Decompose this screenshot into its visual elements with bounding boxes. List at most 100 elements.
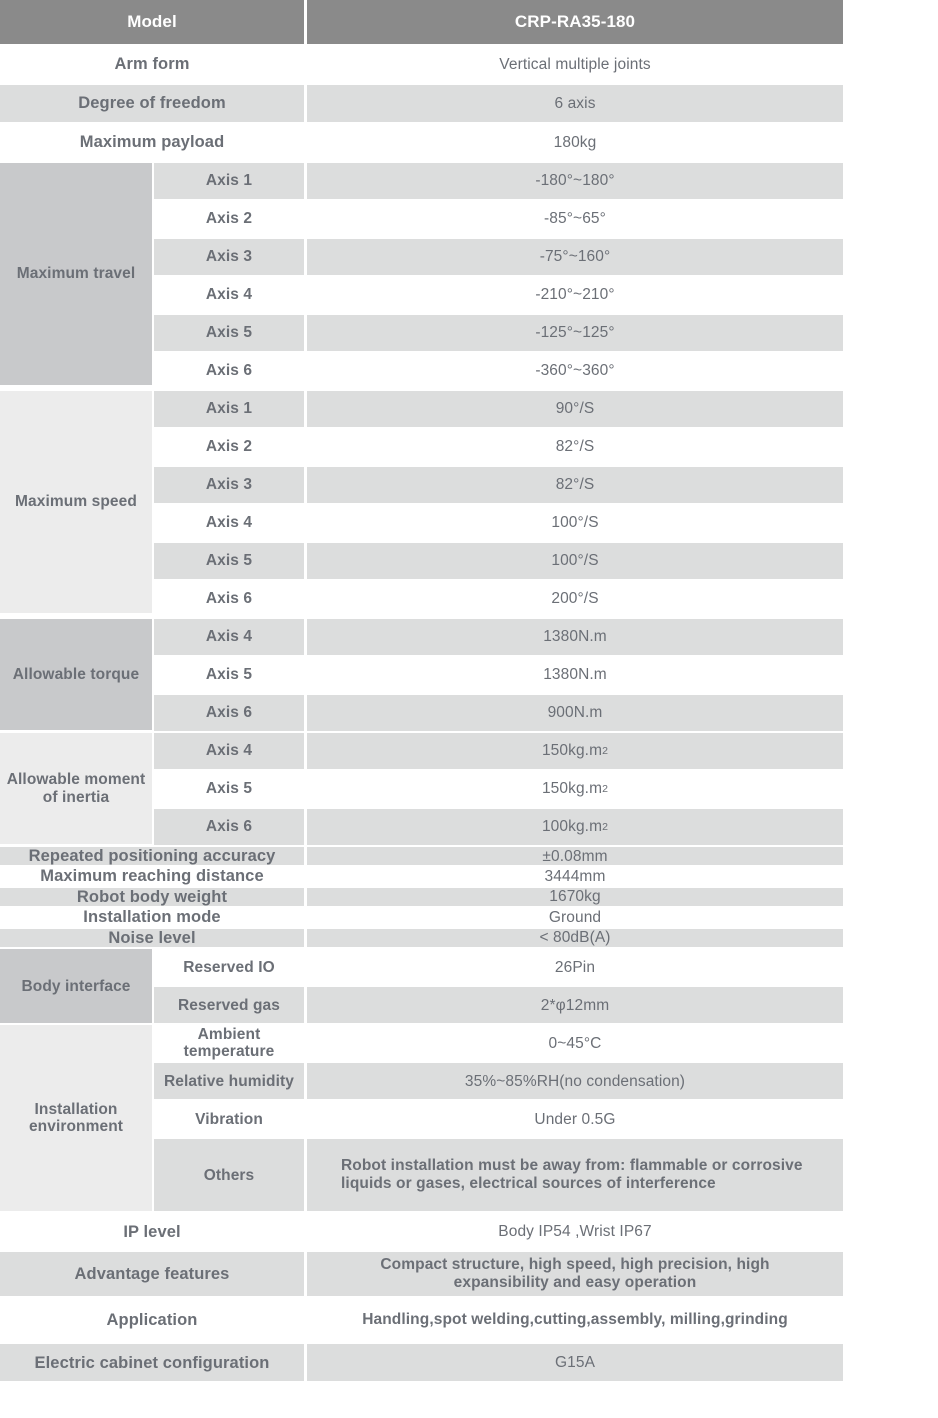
spec-repeated-positioning-accuracy-value: ±0.08mm [307, 847, 843, 866]
section-body-interface: Body interface Reserved IO 26Pin Reserved g… [0, 949, 938, 1024]
spec-row: Relative humidity 35%~85%RH(no condensati… [152, 1063, 938, 1100]
spec-maximum-reaching-distance-row: Maximum reaching distance 3444mm [0, 867, 938, 886]
row-gap [0, 845, 938, 847]
spec-noise-level-value: < 80dB(A) [307, 928, 843, 948]
sub-label: Axis 6 [154, 581, 304, 617]
row-gap [0, 1250, 938, 1253]
spec-value: -360°~360° [307, 353, 843, 389]
spec-value: 150kg.m 2 [307, 771, 843, 807]
spec-row: Axis 5 100°/S [152, 543, 938, 579]
spec-arm-form-label: Arm form [0, 46, 304, 83]
spec-value: 1380N.m [307, 619, 843, 655]
spec-maximum-reaching-distance-value: 3444mm [307, 867, 843, 886]
spec-value: Compact structure, high speed, high prec… [307, 1252, 843, 1297]
sub-label: Relative humidity [154, 1063, 304, 1100]
spec-degree-of-freedom-label: Degree of freedom [0, 85, 304, 122]
spec-arm-form-value: Vertical multiple joints [307, 46, 843, 83]
spec-row: Axis 5 150kg.m 2 [152, 771, 938, 807]
spec-row: Axis 4 150kg.m 2 [152, 733, 938, 769]
row-gap [152, 237, 938, 239]
sub-label: Axis 5 [154, 543, 304, 579]
group-label-body-interface: Body interface [0, 949, 152, 1024]
row-gap [0, 1023, 938, 1026]
spec-value: G15A [307, 1344, 843, 1382]
spec-value: 1380N.m [307, 657, 843, 693]
sub-label: Axis 3 [154, 239, 304, 275]
row-gap [152, 579, 938, 581]
row-gap [0, 389, 938, 391]
spec-noise-level-row: Noise level < 80dB(A) [0, 928, 938, 948]
spec-row: Ambient temperature 0~45°C [152, 1025, 938, 1062]
spec-value: 150kg.m 2 [307, 733, 843, 769]
row-gap [0, 1296, 938, 1299]
spec-label: Advantage features [0, 1252, 304, 1297]
row-gap [152, 465, 938, 467]
sub-label: Axis 3 [154, 467, 304, 503]
row-gap [152, 351, 938, 353]
sub-label: Axis 2 [154, 429, 304, 465]
spec-arm-form-row: Arm form Vertical multiple joints [0, 46, 938, 83]
spec-row: Reserved IO 26Pin [152, 949, 938, 986]
spec-installation-mode-value: Ground [307, 908, 843, 927]
spec-row: Axis 4 -210°~210° [152, 277, 938, 313]
row-gap [0, 731, 938, 733]
row-gap [152, 807, 938, 809]
spec-value: -85°~65° [307, 201, 843, 237]
spec-value: 100kg.m 2 [307, 809, 843, 845]
spec-value: 2*φ12mm [307, 987, 843, 1024]
spec-value: -75°~160° [307, 239, 843, 275]
group-label-maximum-speed: Maximum speed [0, 391, 152, 613]
spec-value: 100°/S [307, 505, 843, 541]
sub-label: Axis 4 [154, 619, 304, 655]
spec-label: IP level [0, 1213, 304, 1251]
row-gap [0, 906, 938, 909]
spec-row: Others Robot installation must be away fr… [152, 1139, 938, 1212]
row-gap [0, 83, 938, 85]
spec-row: Axis 4 1380N.m [152, 619, 938, 655]
row-gap [152, 985, 938, 988]
spec-row: Reserved gas 2*φ12mm [152, 987, 938, 1024]
sub-label: Axis 6 [154, 809, 304, 845]
row-gap [0, 122, 938, 124]
spec-maximum-reaching-distance-label: Maximum reaching distance [0, 867, 304, 886]
row-gap [0, 1211, 938, 1214]
spec-ip-level-row: IP level Body IP54 ,Wrist IP67 [0, 1213, 938, 1251]
spec-value: 35%~85%RH(no condensation) [307, 1063, 843, 1100]
spec-installation-mode-row: Installation mode Ground [0, 908, 938, 927]
spec-value: -210°~210° [307, 277, 843, 313]
row-gap [152, 199, 938, 201]
spec-robot-body-weight-row: Robot body weight 1670kg [0, 887, 938, 907]
spec-row: Axis 5 1380N.m [152, 657, 938, 693]
spec-value: Body IP54 ,Wrist IP67 [307, 1213, 843, 1251]
spec-value: -180°~180° [307, 163, 843, 199]
spec-value: -125°~125° [307, 315, 843, 351]
spec-row: Axis 6 900N.m [152, 695, 938, 731]
row-gap [152, 313, 938, 315]
section-maximum-travel: Maximum travel Axis 1 -180°~180° Axis 2 -85°… [0, 163, 938, 389]
spec-noise-level-label: Noise level [0, 928, 304, 948]
spec-value: 90°/S [307, 391, 843, 427]
group-label-installation-environment: Installation environment [0, 1025, 152, 1212]
spec-robot-body-weight-value: 1670kg [307, 887, 843, 907]
section-allowable-torque: Allowable torque Axis 4 1380N.m Axis 5 1380N… [0, 619, 938, 731]
sub-label: Reserved IO [154, 949, 304, 986]
row-gap [152, 1099, 938, 1102]
spec-row: Axis 6 100kg.m 2 [152, 809, 938, 845]
sub-label: Others [154, 1139, 304, 1212]
spec-value: 82°/S [307, 429, 843, 465]
spec-row: Axis 3 82°/S [152, 467, 938, 503]
spec-label: Electric cabinet configuration [0, 1344, 304, 1382]
spec-value: Under 0.5G [307, 1101, 843, 1138]
table-header-row: Model CRP-RA35-180 [0, 0, 938, 44]
sub-label: Axis 5 [154, 771, 304, 807]
header-model-value: CRP-RA35-180 [307, 0, 843, 44]
spec-degree-of-freedom-row: Degree of freedom 6 axis [0, 85, 938, 122]
row-gap [152, 693, 938, 695]
spec-row: Axis 5 -125°~125° [152, 315, 938, 351]
row-gap [0, 161, 938, 163]
spec-value: 26Pin [307, 949, 843, 986]
section-rows: Axis 1 -180°~180° Axis 2 -85°~65° Axis 3 -75°… [152, 163, 938, 389]
spec-row: Axis 2 -85°~65° [152, 201, 938, 237]
spec-label: Application [0, 1298, 304, 1343]
row-gap [152, 1137, 938, 1140]
